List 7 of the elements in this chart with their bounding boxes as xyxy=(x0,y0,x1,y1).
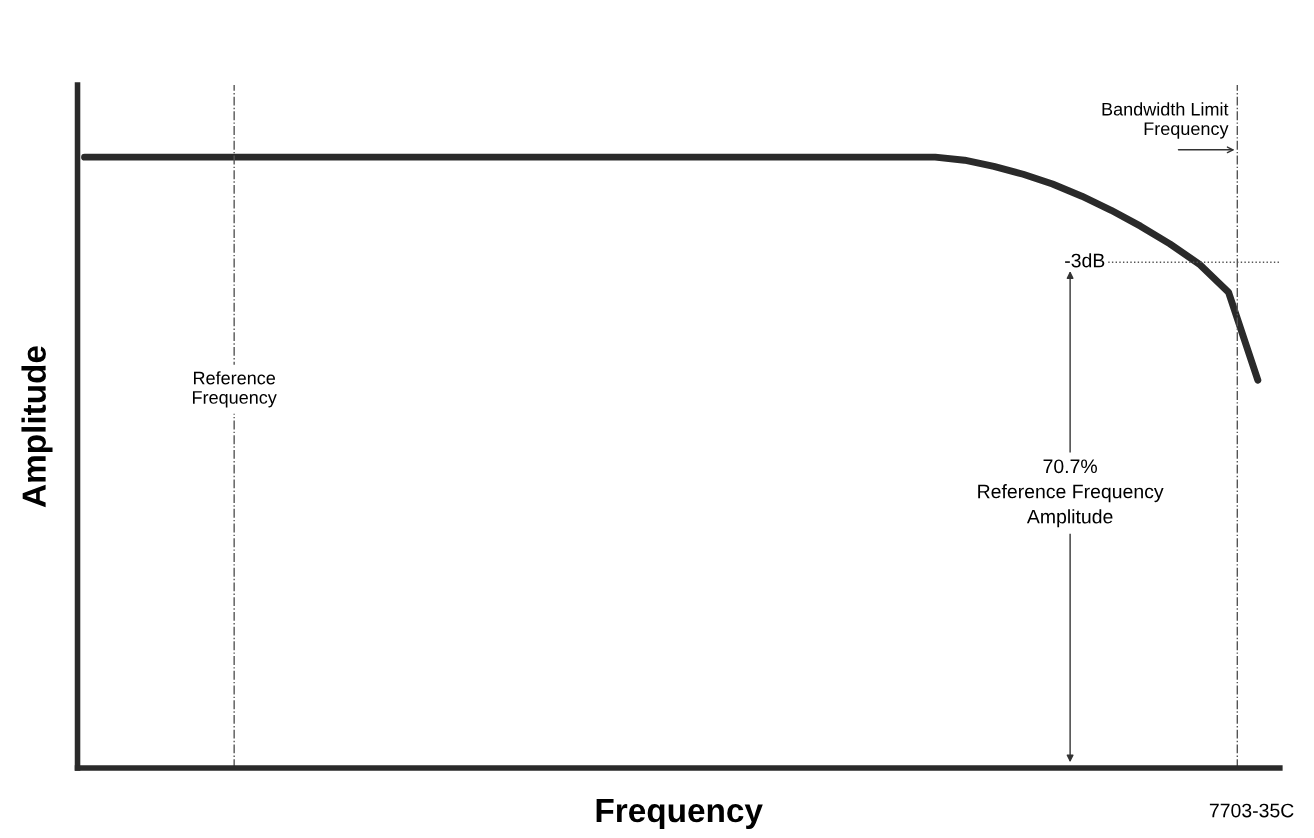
annotation: 70.7% Reference Frequency Amplitude xyxy=(978,459,1164,528)
ref-line-label: -3dB xyxy=(1065,253,1105,268)
text: Bandwidth Limit Frequency xyxy=(1102,102,1229,139)
y-axis-title: Amplitude xyxy=(21,346,53,508)
annotation: Reference Frequency xyxy=(192,371,277,408)
text: 7703-35C xyxy=(1209,803,1294,818)
x-axis-title: Frequency xyxy=(596,799,763,829)
